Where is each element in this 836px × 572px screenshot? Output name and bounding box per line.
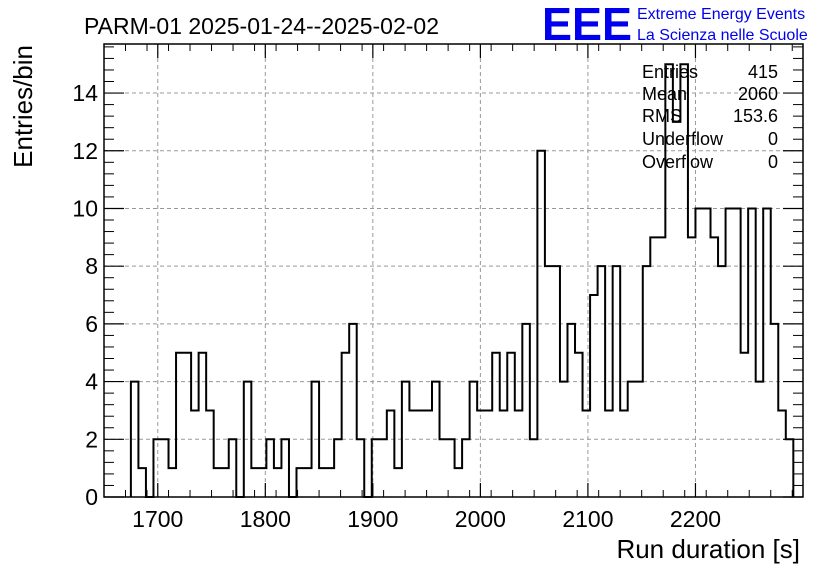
histogram-bin [703,208,711,497]
x-tick-label: 2000 [455,506,506,532]
histogram-bin [327,468,335,497]
histogram-bin [319,468,327,497]
histogram-bin [206,410,214,497]
histogram-bin [695,208,703,497]
histogram-bin [590,295,598,497]
histogram-bin [650,237,658,497]
grid-lines [104,44,803,497]
histogram-bin [673,122,681,497]
histogram-bin [567,324,575,497]
x-tick-label: 2200 [670,506,721,532]
y-tick-label: 6 [85,311,98,337]
y-tick-label: 2 [85,426,98,452]
histogram-bin [214,468,222,497]
stats-box: Entries 415 Mean 2060 RMS 153.6 Underflo… [642,62,778,172]
histogram-bin [583,410,591,497]
histogram-bin [184,353,192,497]
histogram-bin [447,439,455,497]
stats-overflow-value: 0 [768,152,778,172]
y-tick-label: 0 [85,484,98,510]
y-tick-label: 14 [72,80,98,106]
histogram-bin [500,410,508,497]
histogram-bin [688,237,696,497]
x-axis-label: Run duration [s] [616,534,800,564]
histogram-bin [741,353,749,497]
histogram-bin [492,353,500,497]
histogram-bin [462,439,470,497]
histogram-bin [342,353,350,497]
histogram-bin [199,353,207,497]
stats-underflow-value: 0 [768,129,778,149]
x-tick-label: 2100 [562,506,613,532]
histogram-bin [409,410,417,497]
histogram-bin [507,353,515,497]
eee-logo-mark: EEE [542,0,632,50]
histogram-bin [605,410,613,497]
histogram-bin [771,324,779,497]
plot-frame [103,43,804,498]
stats-underflow-label: Underflow [642,129,724,149]
histogram-bin [711,237,719,497]
histogram-bin [334,439,342,497]
eee-logo-line1: Extreme Energy Events [637,6,805,23]
chart-title: PARM-01 2025-01-24--2025-02-02 [84,13,439,39]
histogram-bin [251,468,259,497]
histogram-bin [387,410,395,497]
histogram-bin [221,468,229,497]
y-axis-label: Entries/bin [8,45,38,168]
histogram-bin [349,324,357,497]
histogram-bin [748,208,756,497]
stats-entries-value: 415 [748,62,778,82]
histogram-bin [485,410,493,497]
stats-rms-value: 153.6 [733,106,778,126]
histogram-bin [176,353,184,497]
histogram-bin [763,208,771,497]
histogram-bin [440,439,448,497]
histogram-bin [726,208,734,497]
histogram-bin [733,208,741,497]
histogram-bin [266,439,274,497]
histogram-bin [138,468,146,497]
histogram-bin [394,468,402,497]
stats-rms-label: RMS [642,106,682,126]
histogram-bin [161,439,169,497]
histogram-bin [515,410,523,497]
histogram-bin [575,353,583,497]
histogram-bin [229,439,237,497]
histogram-bin [191,410,199,497]
y-tick-label: 12 [72,138,98,164]
histogram-bin [357,439,365,497]
histogram-bin [530,439,538,497]
histogram-bin [778,410,786,497]
histogram-bin [424,410,432,497]
histogram-bin [786,439,794,497]
y-tick-label: 10 [72,195,98,221]
histogram-bin [379,439,387,497]
histogram-bin [281,439,289,497]
y-tick-label: 4 [85,369,98,395]
stats-mean-label: Mean [642,84,687,104]
y-tick-labels: 0 2 4 6 8 10 12 14 [72,80,98,510]
eee-logo-line2: La Scienza nelle Scuole [637,27,808,44]
eee-logo: EEE Extreme Energy Events La Scienza nel… [542,0,808,50]
y-tick-label: 8 [85,253,98,279]
x-tick-label: 1700 [132,506,183,532]
histogram-bin [455,468,463,497]
histogram-bin [304,468,312,497]
histogram-bin [620,410,628,497]
histogram-bin [522,324,530,497]
x-tick-labels: 1700 1800 1900 2000 2100 2200 [132,506,721,532]
histogram-bin [274,468,282,497]
axis-ticks [103,44,803,498]
histogram-bin [417,410,425,497]
x-tick-label: 1900 [347,506,398,532]
x-tick-label: 1800 [240,506,291,532]
histogram-bin [658,237,666,497]
histogram-bin [169,468,177,497]
stats-entries-label: Entries [642,62,698,82]
stats-overflow-label: Overflow [642,152,714,172]
stats-mean-value: 2060 [738,84,778,104]
